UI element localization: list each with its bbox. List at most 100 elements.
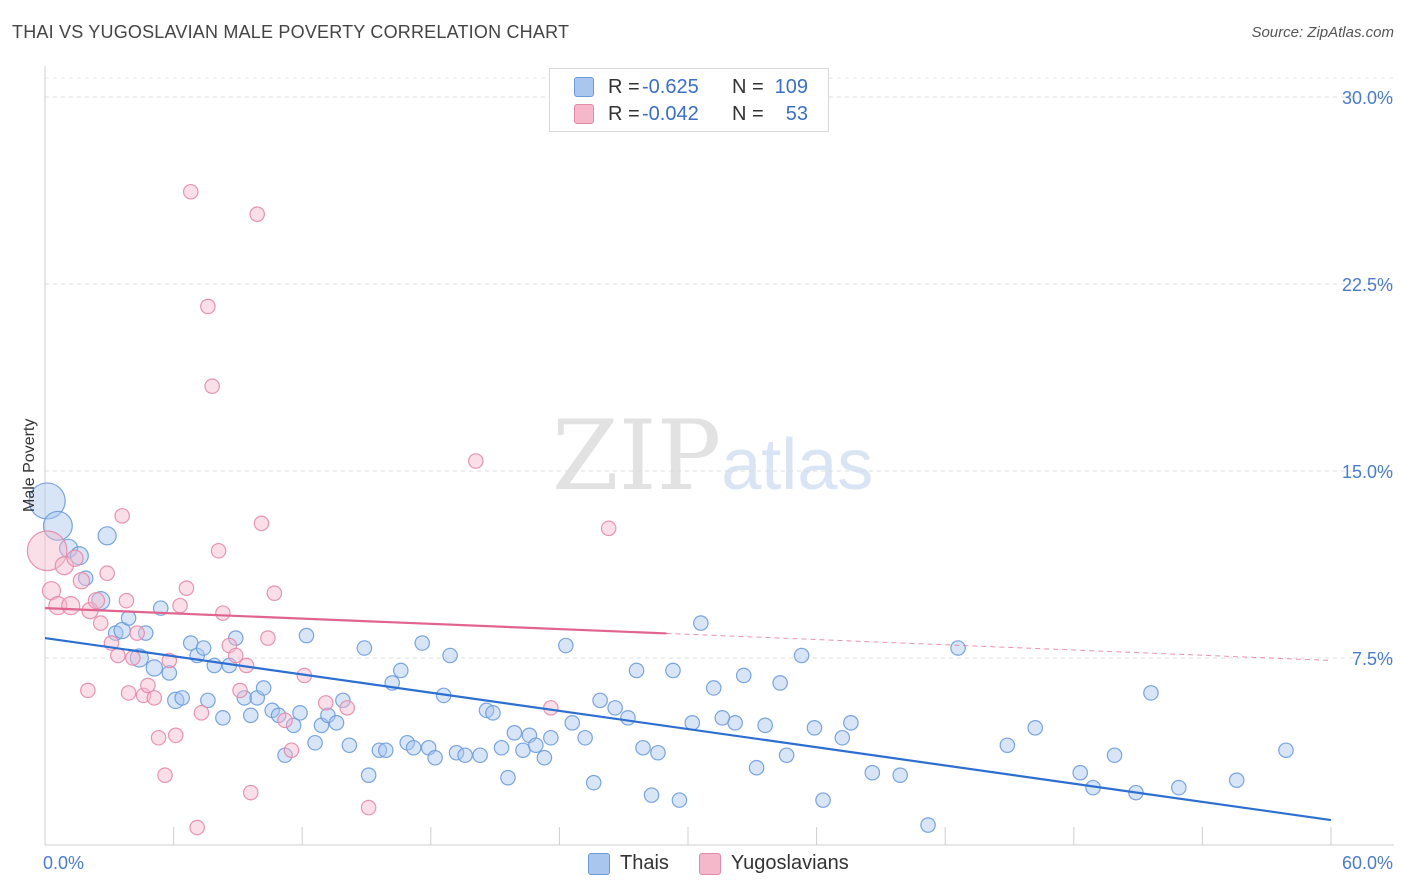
thais-point bbox=[427, 749, 443, 766]
thais-point bbox=[242, 707, 259, 724]
thais-point bbox=[307, 734, 323, 751]
thais-point bbox=[405, 739, 422, 756]
thais-point bbox=[42, 510, 73, 541]
thais-point bbox=[528, 737, 544, 754]
yugoslavians-point bbox=[182, 183, 199, 200]
series-legend-thais: Thais bbox=[588, 852, 669, 875]
thais-point bbox=[650, 744, 666, 761]
thais-point bbox=[564, 715, 581, 731]
thais-point bbox=[292, 705, 308, 721]
thais-point bbox=[457, 747, 473, 764]
yugoslavians-point bbox=[253, 515, 270, 532]
thais-point bbox=[834, 729, 851, 746]
thais-point bbox=[585, 774, 602, 791]
tick-labels: 7.5% 15.0% 22.5% 30.0% 0.0% 60.0% bbox=[43, 88, 1393, 873]
thais-point bbox=[485, 705, 501, 721]
yugoslavians-point bbox=[172, 597, 188, 614]
y-tick-label: 7.5% bbox=[1352, 649, 1393, 669]
yugoslavians-point bbox=[227, 647, 244, 664]
thais-point bbox=[558, 637, 574, 654]
thais-point bbox=[356, 640, 373, 656]
thais-point bbox=[815, 792, 831, 808]
thais-point bbox=[493, 739, 510, 756]
thais-point bbox=[377, 742, 394, 759]
thais-point bbox=[693, 615, 709, 631]
thais-point bbox=[592, 692, 608, 709]
series-swatch-yugoslavians bbox=[698, 852, 721, 875]
thais-point bbox=[255, 680, 272, 696]
thais-point bbox=[864, 764, 881, 781]
thais-point bbox=[1278, 742, 1294, 759]
yugoslavians-point bbox=[277, 712, 293, 729]
thais-point bbox=[371, 742, 388, 759]
thais-point bbox=[772, 675, 788, 691]
thais-point bbox=[543, 729, 559, 746]
y-tick-label: 15.0% bbox=[1342, 462, 1393, 482]
yugoslavians-point bbox=[129, 625, 145, 641]
yugoslavians-point bbox=[600, 520, 617, 537]
yugoslavians-point bbox=[339, 700, 356, 716]
thais-point bbox=[665, 662, 681, 679]
thais-point bbox=[748, 759, 765, 776]
thais-point bbox=[1106, 747, 1123, 764]
thais-point bbox=[28, 482, 66, 520]
legend-n-label: N = bbox=[732, 102, 764, 125]
yugoslavians-point bbox=[317, 695, 334, 711]
y-axis-label: Male Poverty bbox=[21, 419, 38, 512]
yugoslavians-point bbox=[61, 596, 81, 616]
thais-point bbox=[195, 640, 212, 656]
watermark-atlas: atlas bbox=[721, 425, 874, 505]
thais-point bbox=[360, 767, 377, 783]
trend-lines bbox=[44, 607, 1332, 822]
yugoslavians-point bbox=[92, 615, 109, 631]
yugoslavians-point bbox=[242, 784, 259, 801]
legend-r-value: -0.625 bbox=[642, 75, 699, 98]
thais-point bbox=[298, 627, 315, 644]
thais-point bbox=[448, 744, 465, 761]
thais-point bbox=[215, 710, 231, 726]
yugoslavians-point bbox=[66, 549, 84, 567]
yugoslavians-point bbox=[114, 508, 130, 524]
yugoslavians-point bbox=[210, 542, 227, 559]
thais-point bbox=[392, 662, 409, 679]
grid-lines bbox=[45, 77, 1394, 659]
thais-point bbox=[757, 717, 773, 734]
thais-point bbox=[999, 737, 1016, 754]
legend-n-value: 109 bbox=[774, 75, 808, 98]
thais-point bbox=[643, 787, 660, 803]
thais-point bbox=[120, 610, 137, 626]
yugoslavians-point bbox=[249, 206, 265, 222]
legend-r-label: R = bbox=[608, 102, 640, 125]
x-tick-label: 0.0% bbox=[43, 853, 84, 873]
thais-point bbox=[843, 715, 859, 731]
yugoslavians-point bbox=[193, 705, 210, 721]
series-legend: Thais Yugoslavians bbox=[588, 852, 879, 875]
legend-r-value: -0.042 bbox=[642, 102, 699, 125]
y-tick-label: 22.5% bbox=[1342, 275, 1393, 295]
thais-point bbox=[705, 680, 722, 696]
yugoslavians-point bbox=[87, 591, 106, 610]
thais-point bbox=[515, 742, 531, 759]
yugoslavians-point bbox=[118, 592, 135, 609]
thais-point bbox=[1072, 764, 1089, 781]
legend-swatch-thais bbox=[574, 77, 594, 97]
thais-point bbox=[920, 817, 936, 833]
thais-point bbox=[506, 724, 523, 741]
thais-point bbox=[341, 737, 358, 754]
thais-point bbox=[335, 692, 351, 709]
thais-point bbox=[442, 647, 458, 664]
yugoslavians-trend-line bbox=[44, 607, 667, 635]
yugoslavians-trend-line-extension bbox=[666, 632, 1332, 661]
thais-trend-line bbox=[44, 636, 1332, 822]
yugoslavians-point bbox=[125, 650, 141, 666]
legend-row-yugoslavians: R = -0.042 N = 53 bbox=[574, 102, 808, 126]
yugoslavians-point bbox=[80, 682, 96, 699]
legend-row-thais: R = -0.625 N = 109 bbox=[574, 75, 808, 99]
thais-point bbox=[174, 690, 190, 706]
legend-r-label: R = bbox=[608, 75, 640, 98]
yugoslavians-point bbox=[200, 298, 216, 315]
yugoslavians-point bbox=[178, 580, 195, 596]
source-label: Source: ZipAtlas.com bbox=[1251, 24, 1394, 41]
thais-point bbox=[500, 769, 516, 786]
thais-point bbox=[472, 747, 488, 764]
